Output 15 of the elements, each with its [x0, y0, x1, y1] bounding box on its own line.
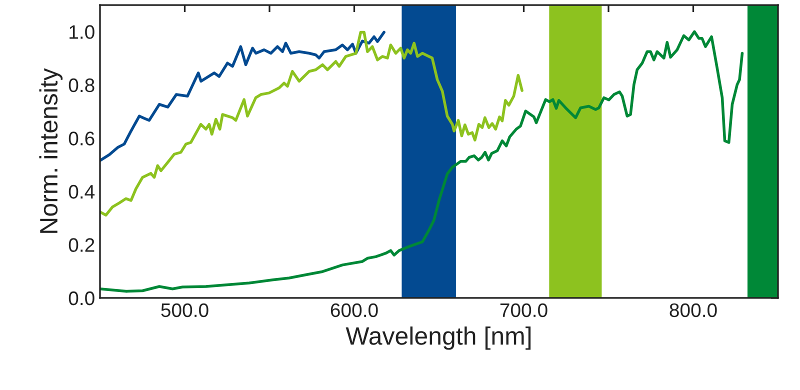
x-tick-label: 700.0 — [500, 303, 548, 318]
y-tick-label: 0.2 — [68, 238, 94, 252]
x-axis-title: Wavelength [nm] — [346, 326, 531, 350]
line-series — [100, 30, 524, 217]
y-tick-label: 0.6 — [68, 132, 94, 146]
y-tick-label: 0.8 — [68, 78, 94, 92]
x-tick-label: 600.0 — [330, 303, 378, 318]
line-series — [100, 30, 744, 293]
y-tick-label: 0.0 — [68, 291, 94, 306]
line-series — [100, 30, 386, 162]
y-axis-title: Norm. intensity — [39, 68, 63, 233]
x-tick-label: 800.0 — [670, 303, 717, 318]
y-tick-label: 0.4 — [68, 184, 95, 199]
x-tick-label: 500.0 — [161, 303, 208, 318]
y-tick-label: 1.0 — [70, 25, 94, 39]
